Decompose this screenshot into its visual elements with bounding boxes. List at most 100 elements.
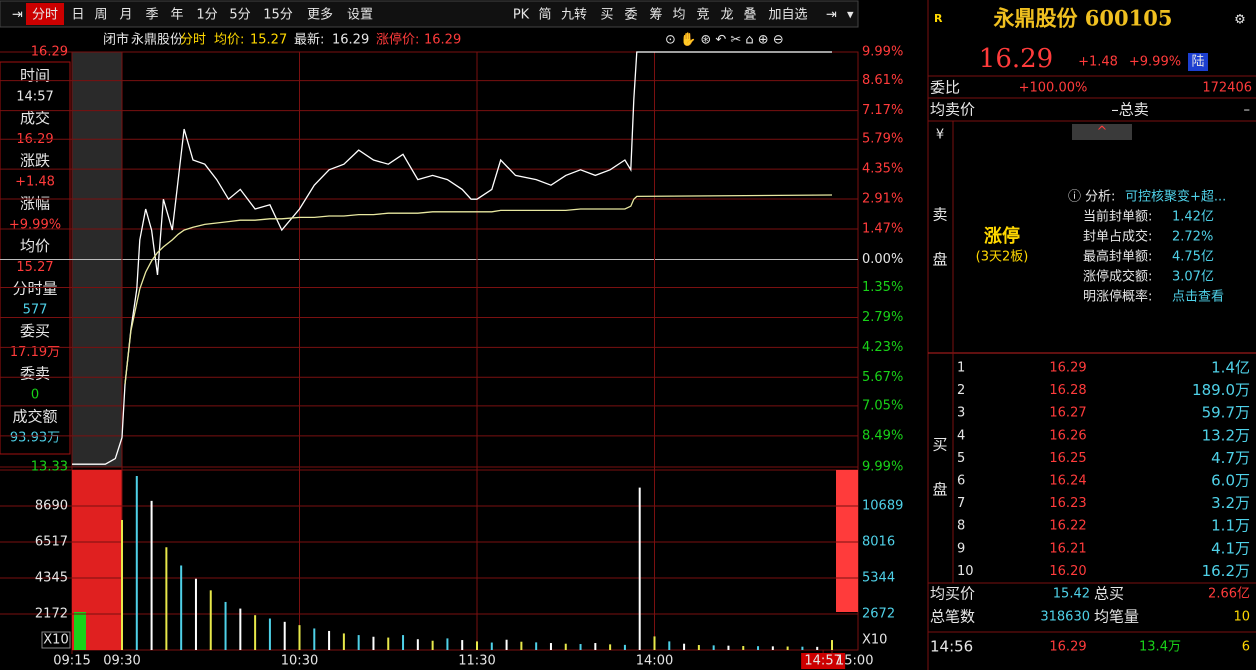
tab-button[interactable]: 设置 <box>347 8 373 23</box>
auction-volume <box>72 470 122 650</box>
y2-tick-label: 9.99% <box>862 45 903 60</box>
side-label: 盘 <box>932 251 947 269</box>
y2-tick-label: 4.35% <box>862 162 903 177</box>
tool-icons[interactable]: ⊙ ✋ ⊛ ↶ ✂ ⌂ ⊕ ⊖ <box>665 32 784 48</box>
expand-button[interactable] <box>1072 124 1132 140</box>
volume-bar <box>446 638 449 650</box>
info-icon: ⓘ <box>1068 190 1081 205</box>
volume-bar <box>535 642 538 650</box>
y2-tick-label: 4.23% <box>862 340 903 355</box>
y-tick-label: 2172 <box>35 607 68 622</box>
tab-button[interactable]: 季 <box>145 8 158 23</box>
tool-button[interactable]: 加自选 <box>768 8 807 23</box>
info-text: 闭市 <box>103 32 129 48</box>
stat-value: 2.72% <box>1172 230 1213 245</box>
value: – <box>1244 103 1251 118</box>
volume-bar <box>298 625 301 650</box>
volume-bar <box>594 643 597 650</box>
tab-button[interactable]: 15分 <box>263 8 293 23</box>
volume-bar <box>653 636 656 650</box>
value: 10 <box>1233 610 1250 625</box>
ratio: +100.00% <box>1019 81 1088 96</box>
icon[interactable]: ⇥ <box>12 8 23 23</box>
volume-bar <box>416 639 419 650</box>
value: 15.42 <box>1053 587 1090 602</box>
stat-link-button[interactable]: 点击查看 <box>1172 289 1224 305</box>
volume-bar <box>801 646 804 650</box>
info-text: 分时 <box>180 33 206 48</box>
volume-bar <box>357 635 360 650</box>
volume-bar <box>505 639 508 650</box>
tab-button[interactable]: 日 <box>71 8 84 23</box>
volume-bar <box>520 641 523 650</box>
volume-bar <box>387 637 390 650</box>
level: 5 <box>957 451 965 466</box>
tool-button[interactable]: 委 <box>624 8 637 23</box>
tool-button[interactable]: 买 <box>600 8 613 23</box>
y-tick-label: 8690 <box>35 498 68 513</box>
y2-tick-label: 8016 <box>862 535 895 550</box>
tab-button[interactable]: 年 <box>170 8 183 23</box>
tab-button[interactable]: 分时 <box>32 8 58 23</box>
volume-bar <box>490 642 493 650</box>
stat-label: 最高封单额: <box>1083 249 1152 265</box>
tool-button[interactable]: 均 <box>672 8 685 23</box>
bid-price: 16.25 <box>1049 451 1086 466</box>
bid-price: 16.27 <box>1049 406 1086 421</box>
tool-button[interactable]: 叠 <box>743 8 756 23</box>
y-tick-label: 13.33 <box>31 460 68 475</box>
tool-button[interactable]: 龙 <box>720 8 733 23</box>
y-tick-label: 16.29 <box>31 45 68 60</box>
tool-button[interactable]: PK <box>513 8 530 23</box>
tab-button[interactable]: 更多 <box>307 7 333 23</box>
settings-icon[interactable]: ⚙ <box>1234 13 1246 28</box>
volume-bar <box>224 601 227 650</box>
field-value: 0 <box>31 388 39 403</box>
field-label: 委买 <box>20 322 50 340</box>
y2-tick-label: 7.17% <box>862 103 903 118</box>
expand-icon[interactable]: ^ <box>1097 125 1108 140</box>
tool-button[interactable]: 竞 <box>696 7 709 23</box>
multiplier-label: X10 <box>43 633 68 648</box>
bid-price: 16.23 <box>1049 496 1086 511</box>
tab-button[interactable]: 周 <box>94 8 107 23</box>
volume-bar <box>209 590 212 650</box>
volume-bar <box>831 640 833 650</box>
bid-volume: 4.1万 <box>1211 539 1250 557</box>
tab-button[interactable]: 1分 <box>196 8 217 23</box>
volume-bar <box>712 645 715 650</box>
tab-button[interactable]: 5分 <box>229 8 250 23</box>
tool-button[interactable]: 筹 <box>649 7 662 23</box>
toolbar <box>0 0 859 28</box>
auction-volume <box>74 612 86 650</box>
level: 9 <box>957 541 965 556</box>
label: 均买价 <box>930 585 975 603</box>
tool-button[interactable]: 九转 <box>561 8 587 23</box>
field-value: 577 <box>23 303 48 318</box>
analysis-link: 可控核聚变+超... <box>1125 189 1226 205</box>
y2-tick-label: 8.61% <box>862 73 903 88</box>
stat-label: 当前封单额: <box>1083 209 1152 225</box>
volume-bar <box>135 475 138 650</box>
y2-tick-label: 7.05% <box>862 398 903 413</box>
bid-volume: 4.7万 <box>1211 449 1250 467</box>
stat-label: 封单占成交: <box>1083 229 1152 245</box>
volume-bar <box>623 644 626 650</box>
tool-button[interactable]: 简 <box>538 7 551 23</box>
icon[interactable]: ▾ <box>847 8 854 23</box>
volume-bar <box>239 608 242 650</box>
info-text: 15.27 <box>250 33 287 48</box>
y2-tick-label: 2.91% <box>862 192 903 207</box>
volume-bar <box>786 646 789 650</box>
volume-bar <box>313 628 316 650</box>
y2-tick-label: 2672 <box>862 607 895 622</box>
price-line <box>124 194 833 385</box>
trade-price: 16.29 <box>1049 640 1086 655</box>
price-line <box>72 51 832 465</box>
volume-bar <box>194 578 197 650</box>
level: 2 <box>957 383 965 398</box>
icon[interactable]: ⇥ <box>826 8 837 23</box>
tab-button[interactable]: 月 <box>119 8 132 23</box>
